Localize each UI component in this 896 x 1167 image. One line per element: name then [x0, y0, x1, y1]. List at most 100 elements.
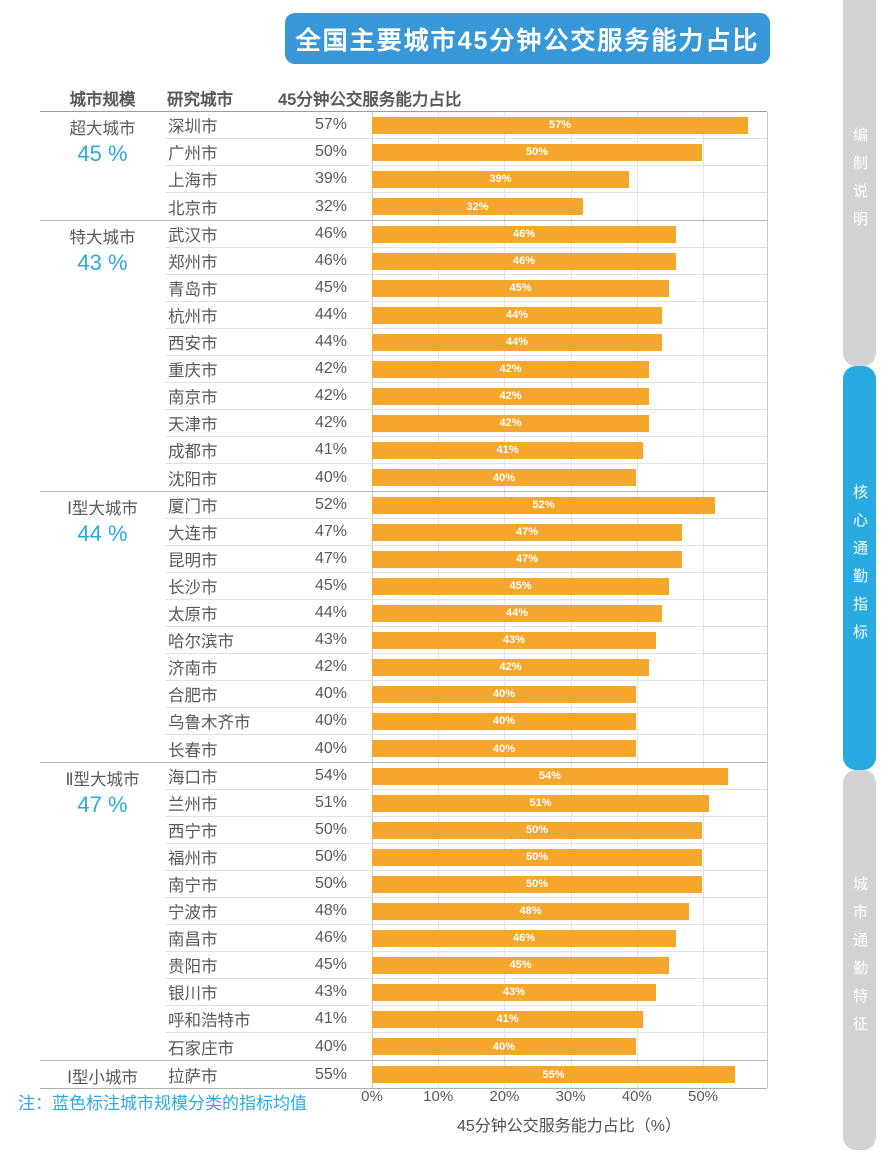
- table-row: 南昌市 46% 46%: [165, 925, 767, 952]
- bar-cell: 40%: [362, 681, 767, 707]
- bar-value-label: 42%: [499, 661, 522, 673]
- bar: 44%: [372, 604, 662, 622]
- table-row: 沈阳市 40% 40%: [165, 464, 767, 491]
- bar-value-label: 57%: [548, 119, 572, 131]
- table-row: 长沙市 45% 45%: [165, 573, 767, 600]
- bar-cell: 32%: [362, 193, 767, 220]
- x-tick-label: 0%: [361, 1088, 383, 1105]
- bar-cell: 46%: [362, 221, 767, 247]
- table-row: 武汉市 46% 46%: [165, 221, 767, 248]
- category-label: 超大城市: [69, 120, 136, 138]
- city-value: 43%: [314, 631, 347, 648]
- city-name: 石家庄市: [168, 1039, 234, 1058]
- category-cell: Ⅱ型大城市 47 %: [40, 763, 165, 1060]
- city-value: 52%: [314, 496, 347, 513]
- city-name: 银川市: [168, 985, 218, 1003]
- city-name: 长春市: [168, 741, 218, 760]
- bar-cell: 55%: [362, 1061, 767, 1088]
- bar-value-label: 43%: [502, 634, 526, 646]
- city-value: 44%: [314, 333, 347, 350]
- sidebar-tab-label: 城市通勤特征: [851, 876, 868, 1044]
- bar-cell: 52%: [362, 492, 767, 518]
- bar-value-label: 50%: [525, 146, 549, 158]
- city-value: 44%: [314, 604, 347, 621]
- city-name: 天津市: [168, 416, 218, 434]
- bar-value-label: 44%: [505, 309, 529, 321]
- category-group: Ⅱ型大城市 47 % 海口市 54% 54% 兰州市 51% 51% 西宁市 50% 50% 福州市 5…: [40, 762, 767, 1060]
- city-value: 42%: [314, 360, 347, 377]
- city-value: 42%: [314, 414, 347, 431]
- city-name: 武汉市: [168, 227, 218, 245]
- city-name: 北京市: [168, 199, 218, 218]
- bar: 47%: [372, 550, 682, 568]
- table-row: 拉萨市 55% 55%: [165, 1061, 767, 1088]
- city-value: 55%: [314, 1065, 347, 1083]
- group-rows: 海口市 54% 54% 兰州市 51% 51% 西宁市 50% 50% 福州市 50% 50% 南宁市 5…: [165, 763, 767, 1060]
- bar: 57%: [372, 116, 748, 134]
- sidebar-tab-city-commuting-characteristics[interactable]: 城市通勤特征: [843, 770, 876, 1150]
- bar-cell: 48%: [362, 898, 767, 924]
- table-row: 贵阳市 45% 45%: [165, 952, 767, 979]
- category-mean-value: 45 %: [77, 141, 128, 166]
- category-cell: 特大城市 43 %: [40, 221, 165, 491]
- city-value: 45%: [314, 279, 347, 296]
- bar: 44%: [372, 333, 662, 351]
- bar-value-label: 52%: [532, 499, 555, 511]
- category-group: 超大城市 45 % 深圳市 57% 57% 广州市 50% 50% 上海市 39% 39% 北京市 32…: [40, 112, 767, 220]
- footnote: 注：蓝色标注城市规模分类的指标均值: [18, 1094, 307, 1113]
- city-value: 40%: [314, 1037, 347, 1055]
- city-name: 呼和浩特市: [168, 1012, 251, 1030]
- bar: 50%: [372, 875, 702, 893]
- bar-value-label: 54%: [538, 770, 562, 782]
- bar: 39%: [372, 170, 629, 188]
- table-row: 济南市 42% 42%: [165, 654, 767, 681]
- bar-value-label: 50%: [525, 851, 549, 863]
- category-group: Ⅰ型大城市 44 % 厦门市 52% 52% 大连市 47% 47% 昆明市 47% 47% 长沙市 4…: [40, 491, 767, 762]
- bar-cell: 42%: [362, 410, 767, 436]
- category-group: Ⅰ型小城市 拉萨市 55% 55%: [40, 1060, 767, 1088]
- table-row: 长春市 40% 40%: [165, 735, 767, 762]
- bar-value-label: 45%: [509, 282, 532, 294]
- bar: 51%: [372, 794, 709, 812]
- table-row: 北京市 32% 32%: [165, 193, 767, 220]
- city-value: 47%: [314, 550, 347, 567]
- city-value: 43%: [314, 983, 347, 1000]
- table-row: 重庆市 42% 42%: [165, 356, 767, 383]
- bar-value-label: 51%: [529, 797, 552, 809]
- bar-value-label: 47%: [515, 526, 539, 538]
- bar: 55%: [372, 1066, 735, 1083]
- bar-value-label: 46%: [512, 932, 536, 944]
- city-name: 沈阳市: [168, 470, 218, 489]
- city-value: 40%: [314, 685, 347, 702]
- plot-right-border: [767, 112, 768, 1088]
- bar: 32%: [372, 198, 583, 215]
- bar: 42%: [372, 414, 649, 432]
- city-value: 46%: [314, 929, 347, 946]
- bar-cell: 40%: [362, 708, 767, 734]
- x-axis: 0% 10% 20% 30% 40% 50%: [40, 1088, 767, 1108]
- bar-cell: 43%: [362, 979, 767, 1005]
- bar: 42%: [372, 658, 649, 676]
- city-value: 50%: [314, 848, 347, 865]
- bar: 40%: [372, 712, 636, 730]
- city-name: 福州市: [168, 850, 218, 868]
- bar-chart-table: 超大城市 45 % 深圳市 57% 57% 广州市 50% 50% 上海市 39% 39% 北京市 32…: [40, 111, 768, 1089]
- bar-value-label: 50%: [525, 824, 549, 836]
- table-row: 南京市 42% 42%: [165, 383, 767, 410]
- x-tick-label: 50%: [687, 1088, 719, 1105]
- table-row: 哈尔滨市 43% 43%: [165, 627, 767, 654]
- table-row: 合肥市 40% 40%: [165, 681, 767, 708]
- bar: 47%: [372, 523, 682, 541]
- city-name: 乌鲁木齐市: [168, 714, 251, 732]
- city-value: 57%: [314, 116, 347, 133]
- x-tick-label: 10%: [423, 1088, 454, 1105]
- sidebar-tab-compilation-notes[interactable]: 编制说明: [843, 0, 876, 366]
- bar-value-label: 40%: [492, 715, 516, 727]
- bar: 50%: [372, 821, 702, 839]
- bar: 40%: [372, 685, 636, 703]
- bar-cell: 45%: [362, 573, 767, 599]
- header-metric: 45分钟公交服务能力占比: [278, 91, 462, 109]
- sidebar-tab-core-commuting-indicators[interactable]: 核心通勤指标: [843, 366, 876, 770]
- bar: 45%: [372, 279, 669, 297]
- city-name: 上海市: [168, 172, 218, 190]
